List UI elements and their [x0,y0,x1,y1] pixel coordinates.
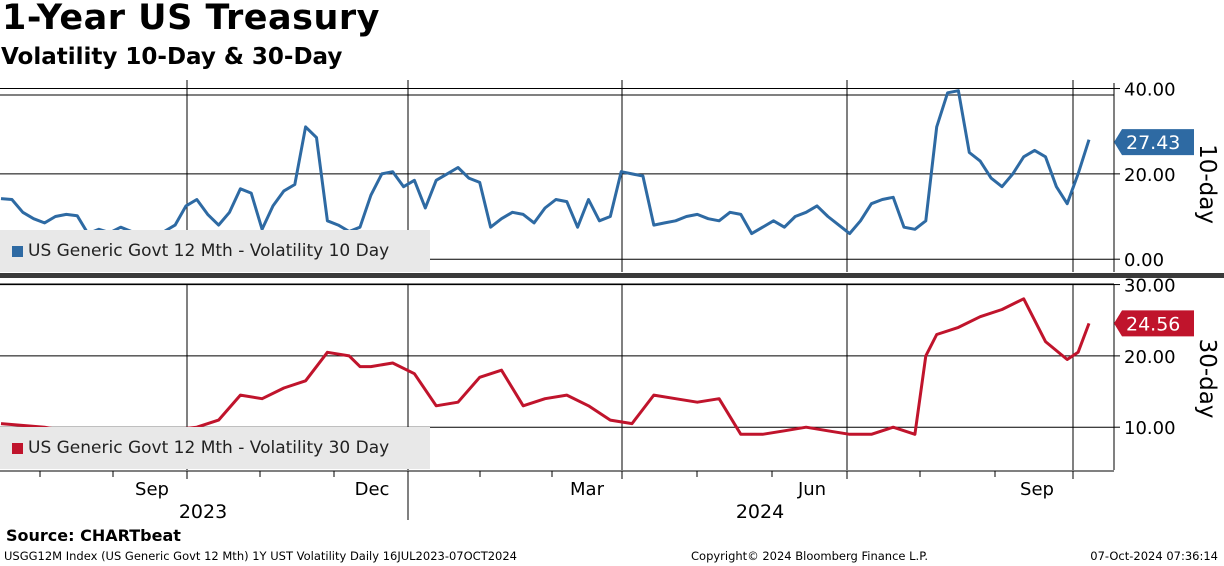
chart-canvas: 0.00 20.00 40.00 27.43 10-day 10.00 20.00 30.00… [0,80,1224,520]
footer-timestamp: 07-Oct-2024 07:36:14 [1090,549,1218,563]
last-value-tag-30 [1114,310,1194,337]
panel-label-30: 30-day [1194,339,1220,419]
legend-30-day-label: US Generic Govt 12 Mth - Volatility 30 D… [28,438,390,458]
last-value-label-30: 24.56 [1126,313,1180,335]
source-note: Source: CHARTbeat [6,526,181,545]
ytick-label-30-1: 20.00 [1124,347,1176,368]
x-year-label-0: 2023 [179,501,227,520]
panel-divider [0,273,1224,278]
chart-title: 1-Year US Treasury [2,0,380,38]
legend-30-day-swatch [12,442,23,454]
ytick-label-30-0: 10.00 [1124,418,1176,439]
legend-30-day: US Generic Govt 12 Mth - Volatility 30 D… [0,427,430,469]
x-month-label-2: Mar [570,479,605,500]
legend-10-day-swatch [12,245,23,257]
ytick-label-10-0: 0.00 [1124,250,1164,271]
last-value-label-10: 27.43 [1126,132,1180,154]
legend-10-day: US Generic Govt 12 Mth - Volatility 10 D… [0,230,430,272]
ytick-label-30-2: 30.00 [1124,276,1176,297]
series-line-30-day [0,297,1091,447]
ytick-label-10-1: 20.00 [1124,165,1176,186]
footer-index-info: USGG12M Index (US Generic Govt 12 Mth) 1… [4,549,517,563]
panel-label-10: 10-day [1194,144,1220,224]
last-value-tag-10 [1114,129,1194,156]
footer-copyright: Copyright© 2024 Bloomberg Finance L.P. [691,549,928,563]
x-month-label-1: Dec [355,479,390,500]
ytick-label-10-2: 40.00 [1124,80,1176,101]
series-line-10-day [0,89,1091,240]
x-month-label-3: Jun [797,479,826,500]
x-month-label-0: Sep [135,479,169,500]
chart-subtitle: Volatility 10-Day & 30-Day [1,44,343,70]
legend-10-day-label: US Generic Govt 12 Mth - Volatility 10 D… [28,241,390,261]
x-month-label-4: Sep [1020,479,1054,500]
x-year-label-1: 2024 [736,501,784,520]
